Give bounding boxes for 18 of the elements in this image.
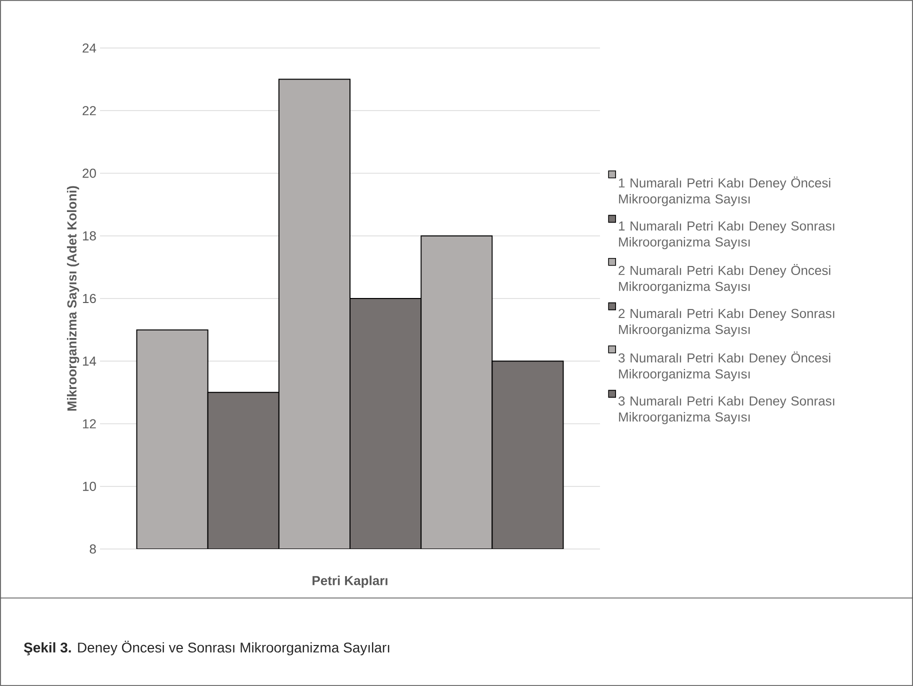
legend-label: 3 Numaralı Petri Kabı Deney Öncesi Mikroorganizma Sayısı bbox=[618, 352, 830, 382]
y-axis-title: Mikroorganizma Sayısı (Adet Koloni) bbox=[66, 186, 80, 411]
y-tick-label: 14 bbox=[82, 356, 96, 366]
y-tick-label: 16 bbox=[82, 294, 96, 304]
legend-label: 2 Numaralı Petri Kabı Deney Sonrası Mikroorganizma Sayısı bbox=[618, 308, 834, 337]
y-tick-label: 10 bbox=[82, 482, 96, 491]
text: Şekil 3. Deney Öncesi ve Sonrası Mikroorganizma Sayıları bbox=[24, 640, 390, 656]
legend-label: 1 Numaralı Petri Kabı Deney Sonrası Mikroorganizma Sayısı bbox=[618, 221, 834, 250]
x-axis-title: Petri Kapları bbox=[312, 576, 388, 588]
legend-label: 2 Numaralı Petri Kabı Deney Öncesi Mikroorganizma Sayısı bbox=[618, 264, 830, 294]
legend-label: 1 Numaralı Petri Kabı Deney Öncesi Mikroorganizma Sayısı bbox=[618, 176, 830, 206]
y-tick-label: 8 bbox=[90, 544, 96, 554]
y-tick-label: 22 bbox=[82, 106, 96, 116]
y-tick-label: 18 bbox=[82, 231, 96, 240]
y-tick-label: 12 bbox=[82, 419, 96, 428]
y-tick-label: 20 bbox=[82, 168, 96, 178]
legend-label: 3 Numaralı Petri Kabı Deney Sonrası Mikroorganizma Sayısı bbox=[618, 396, 834, 424]
y-tick-label: 24 bbox=[82, 43, 96, 53]
